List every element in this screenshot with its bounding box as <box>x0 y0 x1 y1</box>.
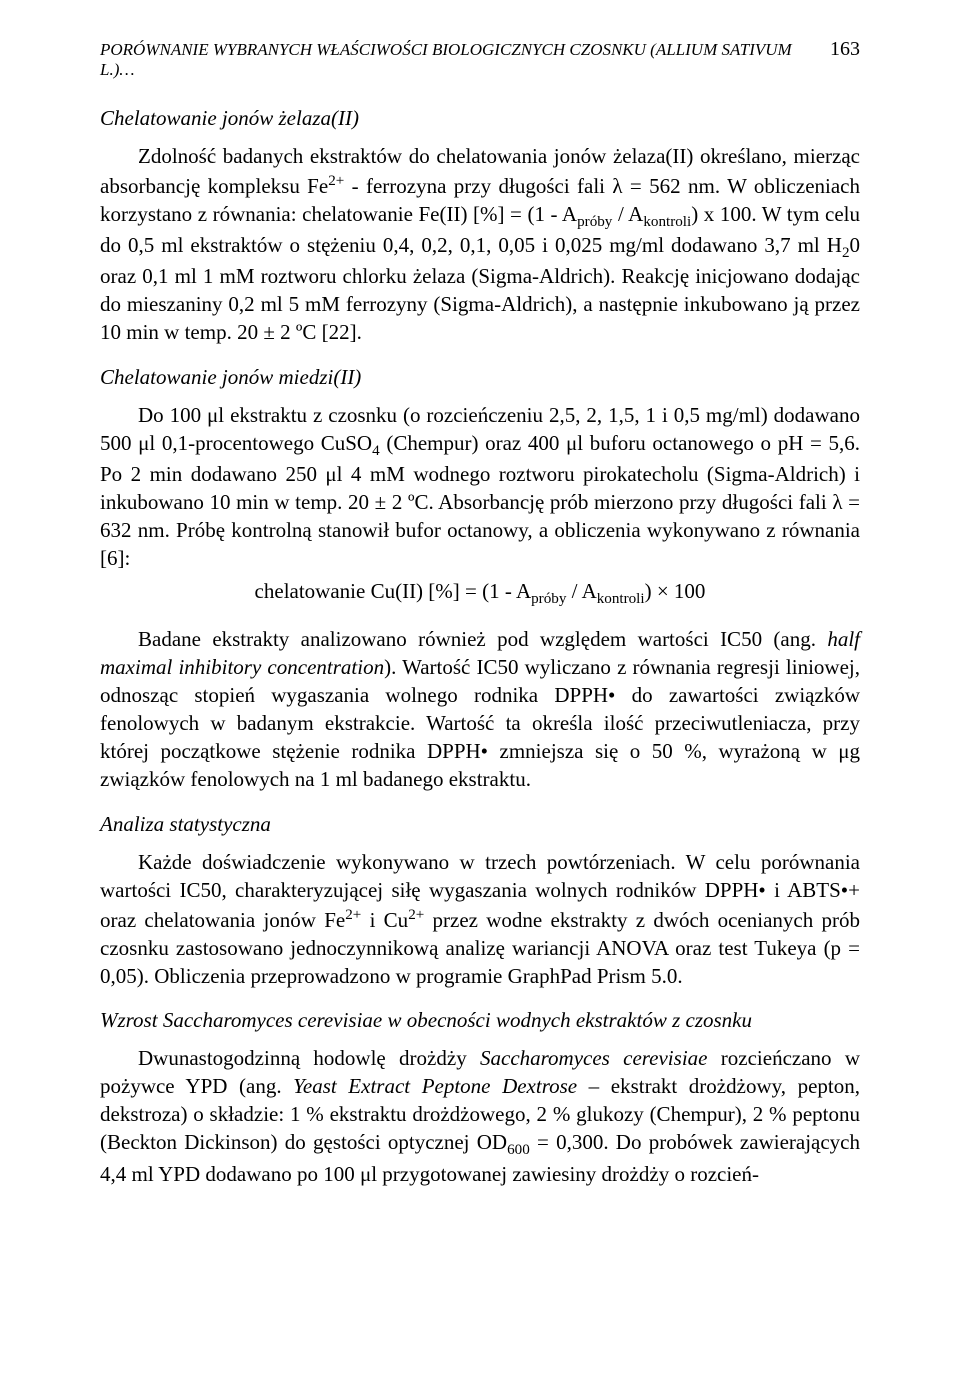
paragraph-cu-1: Do 100 μl ekstraktu z czosnku (o rozcień… <box>100 402 860 573</box>
page-number: 163 <box>830 38 860 61</box>
formula-cu: chelatowanie Cu(II) [%] = (1 - Apróby / … <box>100 579 860 608</box>
running-title: PORÓWNANIE WYBRANYCH WŁAŚCIWOŚCI BIOLOGI… <box>100 40 830 80</box>
section-heading-cu: Chelatowanie jonów miedzi(II) <box>100 365 860 390</box>
section-heading-stat: Analiza statystyczna <box>100 812 860 837</box>
paragraph-fe: Zdolność badanych ekstraktów do chelatow… <box>100 143 860 347</box>
paragraph-yeast: Dwunastogodzinną hodowlę drożdży Sacchar… <box>100 1045 860 1188</box>
paragraph-stat: Każde doświadczenie wykonywano w trzech … <box>100 849 860 991</box>
section-heading-yeast: Wzrost Saccharomyces cerevisiae w obecno… <box>100 1008 860 1033</box>
section-heading-fe: Chelatowanie jonów żelaza(II) <box>100 106 860 131</box>
page: PORÓWNANIE WYBRANYCH WŁAŚCIWOŚCI BIOLOGI… <box>0 0 960 1388</box>
running-head: PORÓWNANIE WYBRANYCH WŁAŚCIWOŚCI BIOLOGI… <box>100 38 860 80</box>
paragraph-ic50: Badane ekstrakty analizowano również pod… <box>100 626 860 794</box>
